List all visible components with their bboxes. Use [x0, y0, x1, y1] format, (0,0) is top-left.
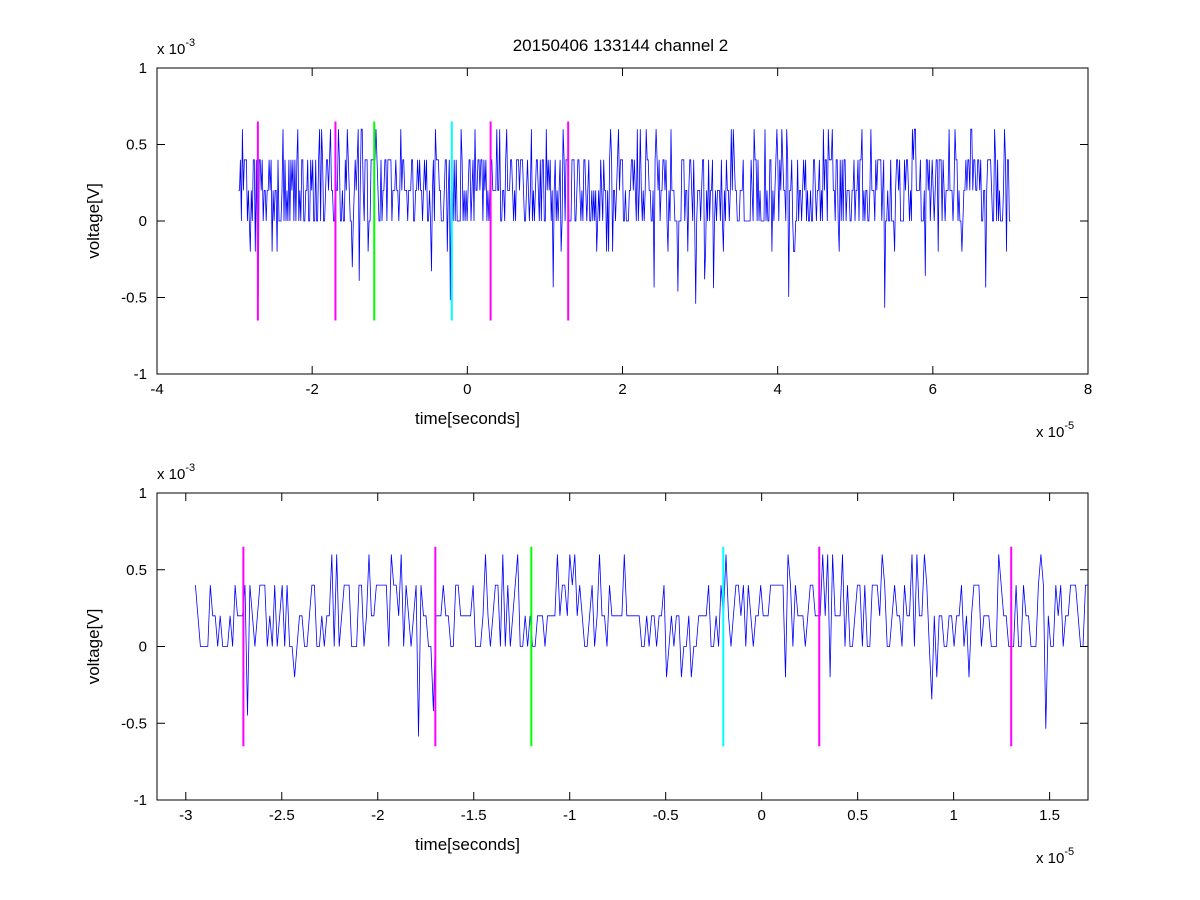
- x-tick-label: -1: [563, 807, 576, 824]
- chart-2: -3 -2.5 -2 -1.5 -1 -0.5 0 0.5 1 1.5 -1 -0.5 0 0.5 1 tim…: [84, 462, 1089, 867]
- signal-trace: [195, 554, 1088, 737]
- x-tick-label: 8: [1084, 381, 1092, 398]
- x-tick-label: 1.5: [1039, 807, 1060, 824]
- y-tick-label: -0.5: [121, 290, 147, 307]
- plot-area: [156, 492, 1089, 801]
- y-tick-label: 0.5: [126, 562, 147, 579]
- chart-1: -4 -2 0 2 4 6 8 -1 -0.5 0 0.5 1 time[seconds] voltage…: [84, 36, 1092, 441]
- x-exponent-label: x 10-5: [1036, 846, 1074, 867]
- x-tick-label: 0: [463, 381, 471, 398]
- x-tick-label: -0.5: [653, 807, 679, 824]
- y-tick-label: 0: [139, 639, 147, 656]
- x-tick-label: -4: [150, 381, 163, 398]
- y-tick-label: -0.5: [121, 715, 147, 732]
- y-tick-label: -1: [134, 792, 147, 809]
- x-tick-label: -1.5: [461, 807, 487, 824]
- y-tick-label: 0.5: [126, 137, 147, 154]
- y-axis-label: voltage[V]: [84, 183, 103, 259]
- y-tick-label: 1: [139, 485, 147, 502]
- signal-trace: [238, 128, 1011, 308]
- x-tick-label: -2: [305, 381, 318, 398]
- x-exponent-label: x 10-5: [1036, 420, 1074, 441]
- chart-title: 20150406 133144 channel 2: [513, 36, 729, 55]
- x-tick-label: 2: [618, 381, 626, 398]
- x-tick-label: 1: [949, 807, 957, 824]
- x-tick-label: 0: [757, 807, 765, 824]
- x-tick-label: -3: [179, 807, 192, 824]
- y-tick-label: 0: [139, 213, 147, 230]
- x-tick-label: 4: [773, 381, 781, 398]
- x-tick-label: -2: [371, 807, 384, 824]
- y-tick-label: -1: [134, 366, 147, 383]
- x-axis-label: time[seconds]: [415, 835, 520, 854]
- x-tick-label: 6: [929, 381, 937, 398]
- x-axis-label: time[seconds]: [415, 409, 520, 428]
- y-tick-label: 1: [139, 60, 147, 77]
- y-exponent-label: x 10-3: [157, 37, 195, 58]
- plot-area: [156, 67, 1089, 375]
- y-axis-label: voltage[V]: [84, 609, 103, 685]
- x-tick-label: -2.5: [269, 807, 295, 824]
- y-exponent-label: x 10-3: [157, 462, 195, 483]
- x-tick-label: 0.5: [847, 807, 868, 824]
